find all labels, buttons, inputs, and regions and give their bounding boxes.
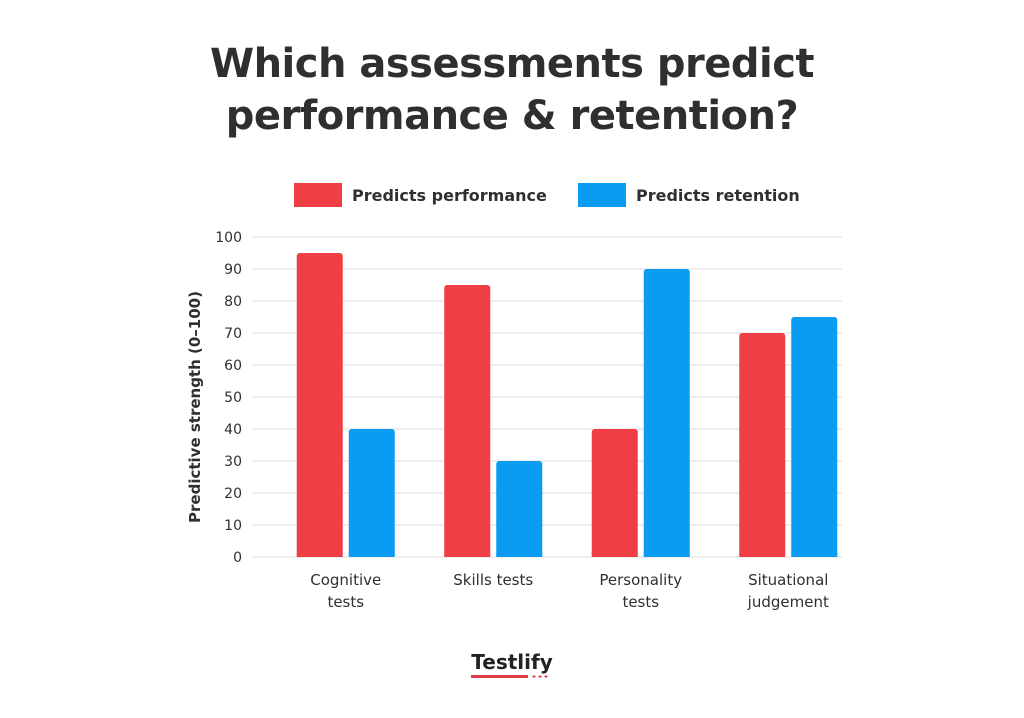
bar-performance [591, 429, 638, 557]
y-tick-label: 40 [224, 422, 242, 438]
y-tick-label: 10 [224, 518, 242, 534]
bar-performance-base [739, 553, 786, 557]
y-tick-label: 60 [224, 358, 242, 374]
bar-retention [496, 461, 543, 557]
y-tick-label: 30 [224, 454, 242, 470]
y-tick-label: 80 [224, 294, 242, 310]
chart-legend: Predicts performance Predicts retention [0, 182, 1024, 208]
bar-retention-base [791, 553, 838, 557]
bar-retention [643, 269, 690, 557]
x-tick-label: Personality [599, 571, 682, 589]
y-axis-label: Predictive strength (0–100) [186, 291, 204, 523]
y-tick-label: 70 [224, 326, 242, 342]
chart-title: Which assessments predict performance & … [0, 38, 1024, 142]
legend-swatch-performance [294, 183, 342, 207]
y-tick-label: 100 [215, 230, 242, 246]
logo-wordmark: Testlify [471, 650, 553, 678]
bar-retention-base [496, 553, 543, 557]
chart-title-line-2: performance & retention? [225, 93, 799, 139]
y-tick-label: 50 [224, 390, 242, 406]
legend-item-performance: Predicts performance [294, 182, 547, 208]
y-tick-label: 90 [224, 262, 242, 278]
bar-performance [739, 333, 786, 557]
logo-underline [471, 675, 529, 678]
bar-retention [791, 317, 838, 557]
y-tick-label: 0 [233, 550, 242, 566]
bar-retention-base [348, 553, 395, 557]
brand-logo: Testlify [0, 650, 1024, 678]
bar-performance-base [444, 553, 491, 557]
x-tick-label: Situational [748, 571, 828, 589]
chart-title-line-1: Which assessments predict [209, 41, 815, 87]
legend-label-performance: Predicts performance [352, 185, 547, 205]
x-tick-label: Skills tests [453, 571, 533, 589]
bar-performance-base [591, 553, 638, 557]
logo-dots [530, 675, 549, 678]
legend-swatch-retention [578, 183, 626, 207]
bar-performance [296, 253, 343, 557]
y-tick-label: 20 [224, 486, 242, 502]
x-tick-label: tests [327, 593, 364, 611]
x-tick-label: tests [622, 593, 659, 611]
bar-retention-base [643, 553, 690, 557]
x-tick-label: Cognitive [310, 571, 381, 589]
bar-performance-base [296, 553, 343, 557]
logo-text: Testlify [471, 650, 553, 674]
bar-performance [444, 285, 491, 557]
bar-retention [348, 429, 395, 557]
x-tick-label: judgement [747, 593, 829, 611]
legend-label-retention: Predicts retention [636, 185, 800, 205]
legend-item-retention: Predicts retention [578, 182, 800, 208]
